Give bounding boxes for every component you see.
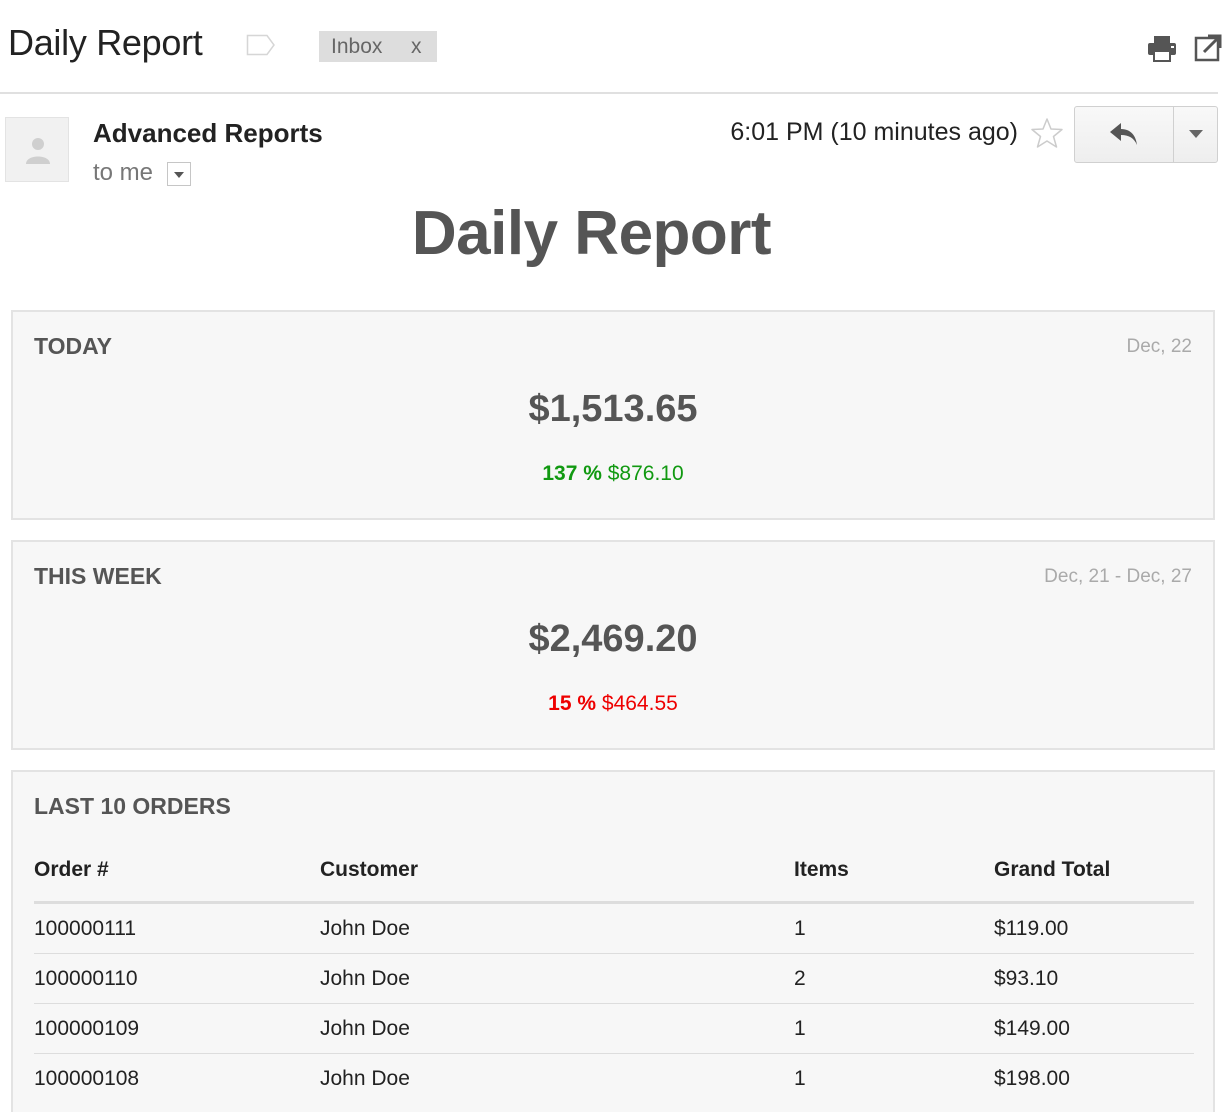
order-number: 100000108	[34, 1067, 140, 1090]
popout-icon[interactable]	[1194, 33, 1222, 63]
table-row: 100000109 John Doe 1 $149.00	[34, 1004, 1194, 1054]
week-change-amount: $464.55	[601, 692, 678, 715]
reply-button-group	[1074, 106, 1218, 163]
grand-total: $93.10	[994, 967, 1059, 990]
column-header-customer: Customer	[320, 858, 419, 881]
label-icon[interactable]	[246, 33, 276, 57]
today-change-percent: 137 %	[542, 462, 602, 485]
inbox-label-text: Inbox	[331, 35, 383, 58]
item-count: 1	[794, 1067, 806, 1090]
order-number: 100000111	[34, 917, 136, 940]
today-amount: $1,513.65	[528, 388, 698, 430]
star-icon[interactable]	[1030, 116, 1064, 150]
today-comparison: 137 % $876.10	[13, 462, 1213, 486]
today-card: TODAY Dec, 22 $1,513.65 137 % $876.10	[11, 310, 1215, 520]
remove-label-button[interactable]: x	[411, 35, 422, 58]
chevron-down-icon[interactable]	[1174, 107, 1217, 162]
orders-title: LAST 10 ORDERS	[34, 793, 231, 819]
show-details-button[interactable]	[167, 162, 191, 186]
column-header-items: Items	[794, 858, 849, 881]
today-date: Dec, 22	[1126, 336, 1192, 357]
customer-name: John Doe	[320, 917, 410, 940]
customer-name: John Doe	[320, 1017, 410, 1040]
week-change-percent: 15 %	[548, 692, 597, 715]
sender-name[interactable]: Advanced Reports	[93, 118, 323, 148]
week-title: THIS WEEK	[34, 563, 162, 589]
report-heading: Daily Report	[411, 199, 772, 268]
message-timestamp: 6:01 PM (10 minutes ago)	[730, 118, 1018, 146]
reply-divider	[1173, 107, 1174, 162]
today-change-amount: $876.10	[607, 462, 684, 485]
customer-name: John Doe	[320, 967, 410, 990]
grand-total: $119.00	[994, 917, 1069, 940]
table-header-row: Order # Customer Items Grand Total	[34, 848, 1194, 904]
table-row: 100000108 John Doe 1 $198.00	[34, 1054, 1194, 1104]
recipient-line: to me	[93, 159, 154, 186]
email-subject: Daily Report	[8, 22, 203, 63]
orders-table: Order # Customer Items Grand Total 10000…	[34, 848, 1194, 1104]
table-row: 100000111 John Doe 1 $119.00	[34, 904, 1194, 954]
grand-total: $198.00	[994, 1067, 1070, 1090]
item-count: 1	[794, 917, 806, 940]
reply-icon	[1110, 123, 1137, 145]
print-icon[interactable]	[1146, 33, 1178, 63]
week-comparison: 15 % $464.55	[13, 692, 1213, 716]
reply-button[interactable]	[1075, 107, 1173, 162]
week-date: Dec, 21 - Dec, 27	[1044, 566, 1192, 587]
subject-bar: Daily Report Inbox x	[0, 0, 1222, 94]
avatar-icon	[26, 138, 50, 164]
inbox-label-chip: Inbox x	[319, 31, 437, 62]
week-amount: $2,469.20	[528, 618, 698, 660]
today-title: TODAY	[34, 333, 112, 359]
week-card: THIS WEEK Dec, 21 - Dec, 27 $2,469.20 15…	[11, 540, 1215, 750]
sender-avatar	[5, 117, 69, 182]
table-row: 100000110 John Doe 2 $93.10	[34, 954, 1194, 1004]
orders-card: LAST 10 ORDERS Order # Customer Items Gr…	[11, 770, 1215, 1112]
column-header-order: Order #	[34, 858, 109, 881]
grand-total: $149.00	[994, 1017, 1070, 1040]
item-count: 2	[794, 967, 806, 990]
column-header-grand-total: Grand Total	[994, 858, 1111, 881]
customer-name: John Doe	[320, 1067, 410, 1090]
item-count: 1	[794, 1017, 806, 1040]
order-number: 100000109	[34, 1017, 140, 1040]
order-number: 100000110	[34, 967, 138, 990]
